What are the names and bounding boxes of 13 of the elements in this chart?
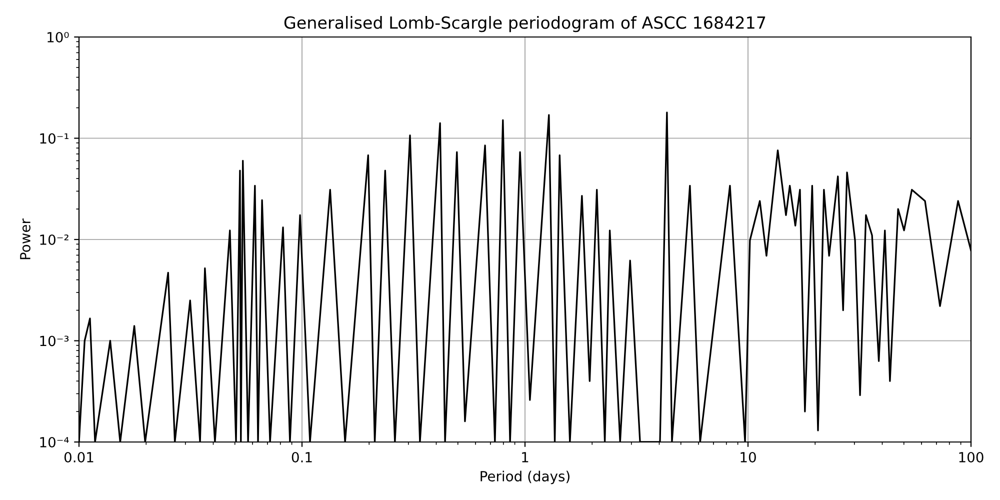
x-tick-label: 0.01 [64,452,94,462]
x-tick-label: 0.1 [292,452,312,462]
y-axis-title: Power [20,218,30,260]
x-tick-label: 1 [522,452,528,462]
y-tick-label: 10⁻³ [40,336,69,346]
x-tick-label: 100 [959,452,984,462]
y-tick-label: 10⁻² [40,234,68,245]
chart-title: Generalised Lomb-Scargle periodogram of ASCC 1684217 [284,16,766,32]
x-axis-title: Period (days) [480,470,570,484]
y-tick-label: 10⁻¹ [40,133,69,144]
y-tick-label: 10⁰ [48,32,69,42]
x-tick-label: 10 [740,452,756,462]
y-tick-label: 10⁻⁴ [40,436,69,448]
